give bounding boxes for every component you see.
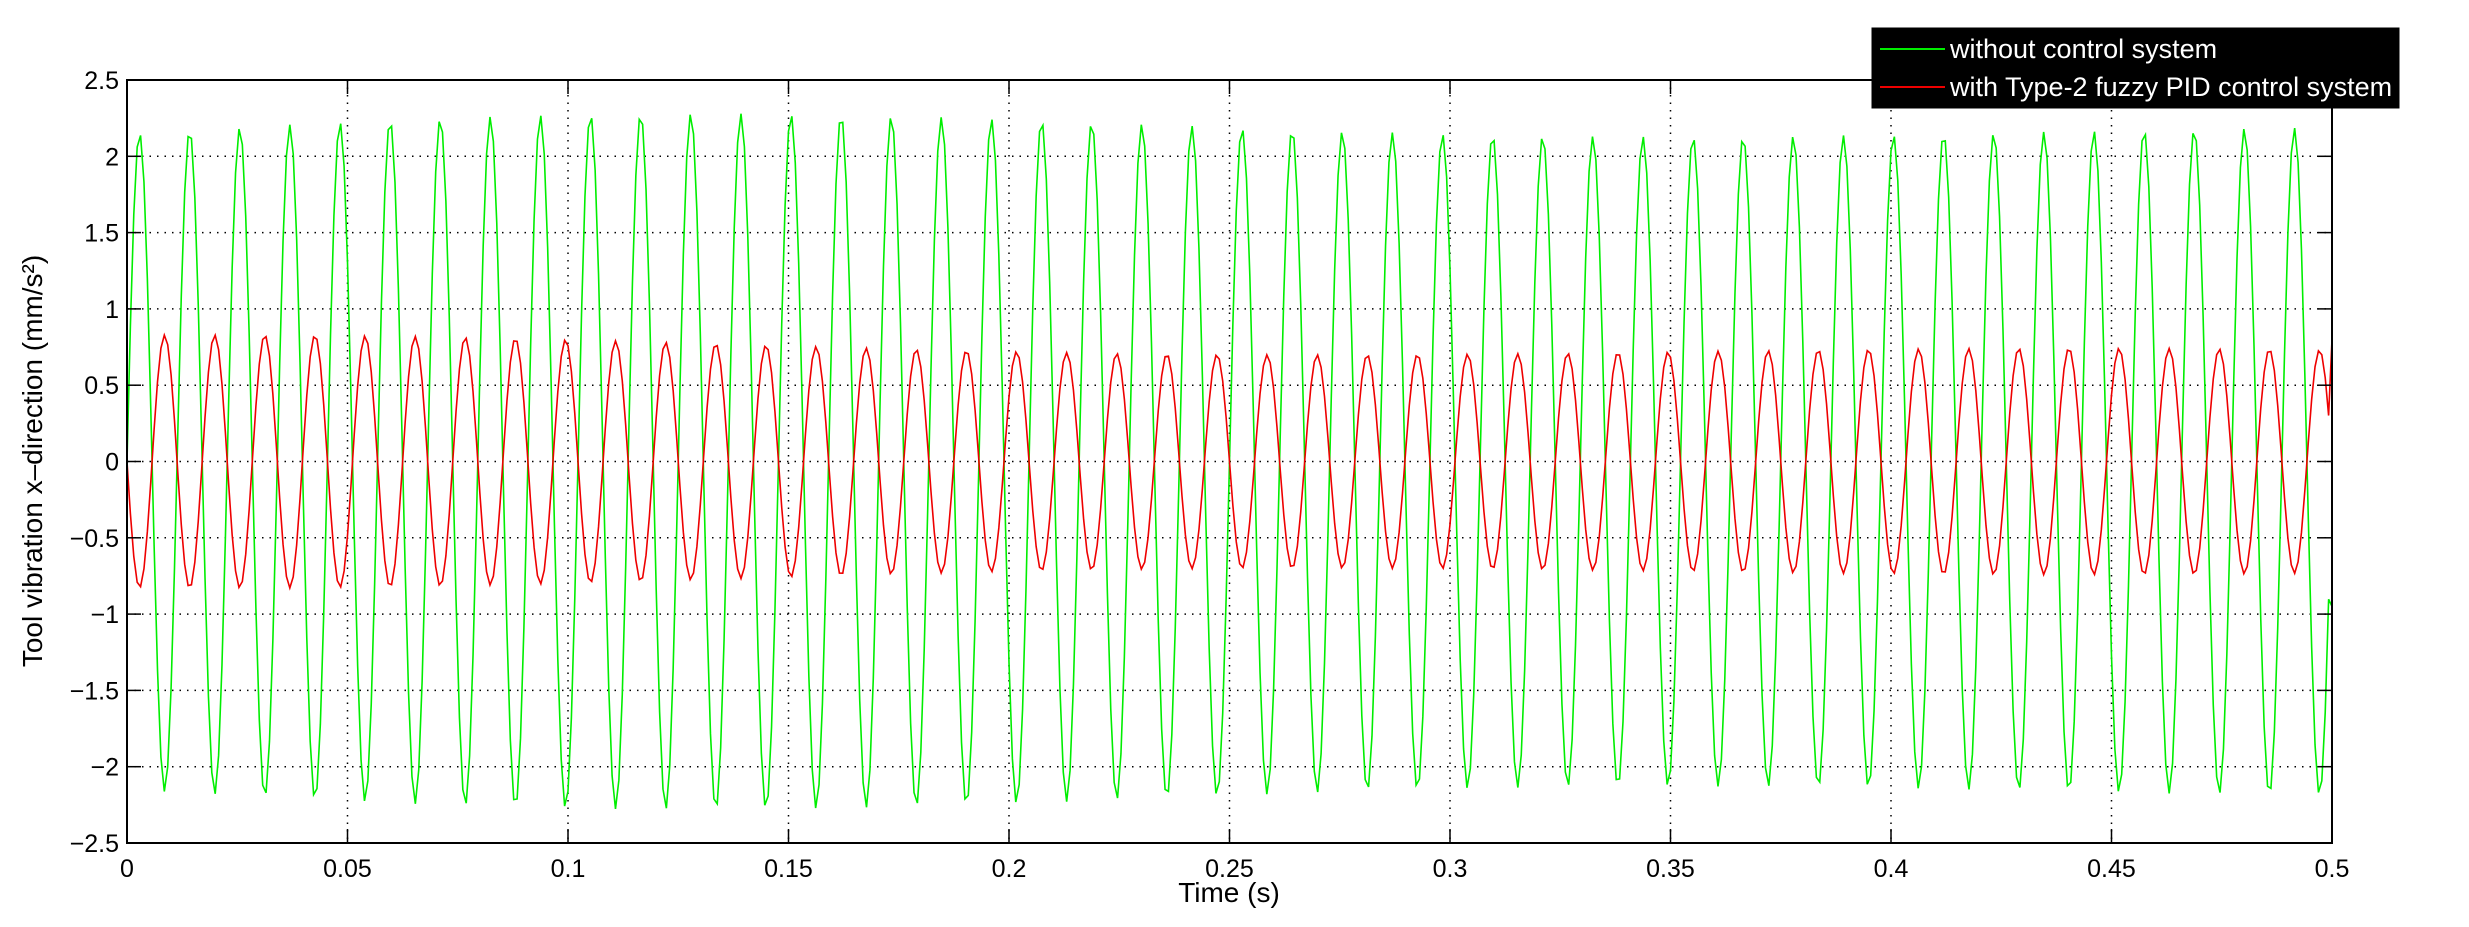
legend-label-fuzzy-pid: with Type-2 fuzzy PID control system — [1949, 72, 2392, 102]
x-tick-label: 0 — [120, 855, 134, 883]
y-tick-label: −1 — [90, 601, 119, 629]
x-tick-label: 0.45 — [2087, 855, 2136, 883]
y-tick-labels: 2.5 2 1.5 1 0.5 0 −0.5 −1 −1.5 −2 −2.5 — [70, 67, 119, 858]
y-tick-label: 1 — [105, 296, 119, 324]
y-tick-label: 2.5 — [84, 67, 119, 95]
x-tick-label: 0.25 — [1205, 855, 1254, 883]
legend-label-without-control: without control system — [1949, 34, 2217, 64]
y-tick-label: 1.5 — [84, 220, 119, 248]
x-tick-label: 0.15 — [764, 855, 813, 883]
y-tick-label: 2 — [105, 143, 119, 171]
x-tick-label: 0.2 — [992, 855, 1027, 883]
x-tick-label: 0.4 — [1874, 855, 1909, 883]
x-tick-labels: 0 0.05 0.1 0.15 0.2 0.25 0.3 0.35 0.4 0.45 0.5 — [120, 855, 2349, 883]
y-axis-label: Tool vibration x–direction (mm/s²) — [17, 255, 48, 667]
x-tick-label: 0.5 — [2315, 855, 2350, 883]
legend-box — [1871, 27, 2400, 109]
y-tick-label: 0.5 — [84, 372, 119, 400]
x-tick-label: 0.05 — [323, 855, 372, 883]
legend: without control system with Type-2 fuzzy… — [1871, 27, 2400, 109]
x-tick-label: 0.1 — [551, 855, 586, 883]
axis-ticks — [126, 79, 2333, 844]
x-axis-label: Time (s) — [1178, 877, 1280, 908]
y-tick-label: 0 — [105, 449, 119, 477]
series-line-fuzzy-pid — [126, 332, 2333, 591]
x-tick-label: 0.3 — [1433, 855, 1468, 883]
y-tick-label: −1.5 — [70, 677, 119, 705]
y-tick-label: −2.5 — [70, 830, 119, 858]
y-tick-label: −0.5 — [70, 525, 119, 553]
x-tick-label: 0.35 — [1646, 855, 1695, 883]
y-tick-label: −2 — [90, 754, 119, 782]
series-layer — [126, 113, 2333, 810]
